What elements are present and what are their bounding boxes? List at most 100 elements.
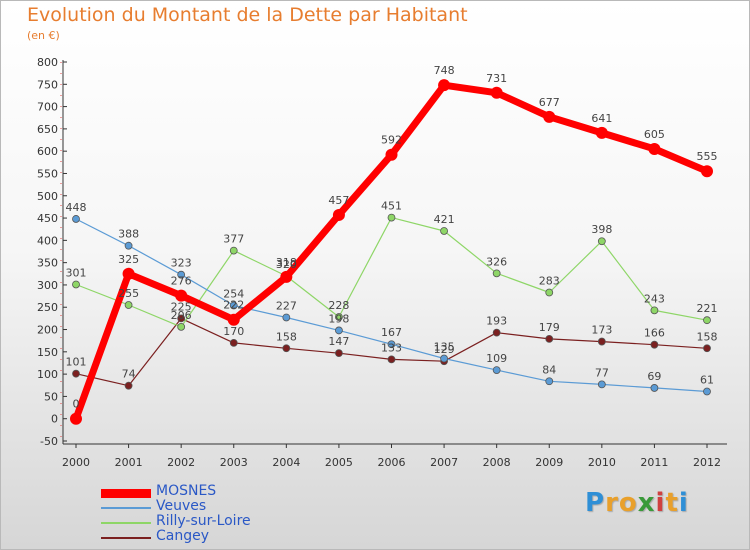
y-tick-label: 700 — [37, 101, 58, 114]
data-point-veuves — [282, 313, 291, 322]
x-tick-label: 2010 — [588, 456, 616, 469]
data-point-rilly-sur-loire — [492, 269, 501, 278]
data-point-rilly-sur-loire — [335, 313, 343, 321]
data-point-cangey — [387, 355, 396, 364]
x-tick-label: 2000 — [62, 456, 90, 469]
data-label-rilly-sur-loire: 320 — [276, 258, 297, 271]
logo-letter: x — [637, 488, 656, 518]
data-label-cangey: 179 — [539, 321, 560, 334]
x-tick-label: 2002 — [167, 456, 195, 469]
data-label-cangey: 170 — [223, 325, 244, 338]
data-label-cangey: 133 — [381, 341, 402, 354]
data-label-veuves: 69 — [647, 370, 661, 383]
legend-swatch-cangey — [101, 537, 151, 539]
data-label-mosnes: 457 — [328, 194, 349, 207]
data-point-veuves — [597, 380, 606, 389]
data-label-mosnes: 731 — [486, 72, 507, 85]
data-point-veuves — [545, 377, 554, 386]
data-point-veuves — [650, 384, 659, 392]
data-label-veuves: 167 — [381, 326, 402, 339]
data-point-mosnes — [490, 86, 503, 99]
data-label-cangey: 74 — [122, 368, 136, 381]
y-tick-label: -50 — [40, 435, 58, 448]
y-tick-label: 250 — [37, 301, 58, 314]
data-point-mosnes — [122, 267, 135, 280]
data-point-rilly-sur-loire — [72, 280, 80, 289]
data-point-mosnes — [648, 142, 661, 155]
data-point-veuves — [229, 301, 238, 310]
data-point-rilly-sur-loire — [440, 227, 448, 235]
data-label-rilly-sur-loire: 377 — [223, 233, 244, 246]
data-label-veuves: 388 — [118, 228, 139, 241]
y-tick-label: 50 — [44, 390, 58, 403]
y-tick-label: 350 — [37, 257, 58, 270]
data-point-cangey — [597, 337, 606, 346]
x-tick-label: 2001 — [115, 456, 143, 469]
data-point-cangey — [492, 328, 501, 337]
x-tick-label: 2011 — [640, 456, 668, 469]
x-tick-label: 2004 — [272, 456, 300, 469]
data-label-cangey: 173 — [591, 324, 612, 337]
legend-label-cangey: Cangey — [156, 528, 210, 544]
data-labels-layer: 101 74 225 170 158 147 133 129 193 179 173 166 158 30… — [66, 64, 718, 411]
data-label-cangey: 158 — [697, 330, 718, 343]
data-point-rilly-sur-loire — [124, 301, 133, 309]
data-label-cangey: 147 — [328, 335, 349, 348]
chart-subtitle: (en €) — [27, 29, 60, 42]
data-label-rilly-sur-loire: 398 — [591, 223, 612, 236]
data-label-veuves: 323 — [171, 257, 192, 270]
data-label-mosnes: 555 — [697, 150, 718, 163]
data-point-rilly-sur-loire — [703, 316, 711, 325]
legend-swatch-rilly-sur-loire — [101, 522, 151, 524]
data-point-rilly-sur-loire — [229, 246, 238, 255]
data-label-veuves: 109 — [486, 352, 507, 365]
legend-label-mosnes: MOSNES — [156, 483, 217, 499]
data-point-mosnes — [332, 208, 345, 221]
data-point-veuves — [335, 326, 343, 335]
data-label-mosnes: 592 — [381, 134, 402, 147]
data-label-veuves: 227 — [276, 299, 297, 312]
data-label-rilly-sur-loire: 283 — [539, 275, 560, 288]
data-point-veuves — [124, 241, 133, 250]
data-point-rilly-sur-loire — [545, 288, 554, 297]
logo-letter: P — [585, 488, 606, 518]
proxiti-logo: Proxiti — [585, 488, 689, 518]
data-label-cangey: 166 — [644, 327, 665, 340]
data-label-rilly-sur-loire: 421 — [434, 213, 455, 226]
data-point-rilly-sur-loire — [387, 213, 396, 222]
data-label-rilly-sur-loire: 301 — [66, 266, 87, 279]
data-point-mosnes — [70, 412, 82, 425]
logo-letter: i — [655, 488, 666, 518]
x-tick-label: 2006 — [378, 456, 406, 469]
x-tick-label: 2009 — [535, 456, 563, 469]
data-label-cangey: 158 — [276, 330, 297, 343]
data-point-cangey — [72, 369, 80, 378]
data-label-mosnes: 641 — [591, 112, 612, 125]
data-point-rilly-sur-loire — [177, 322, 186, 331]
data-point-cangey — [229, 339, 238, 347]
legend-item-cangey: Cangey — [101, 528, 301, 545]
data-label-cangey: 101 — [66, 356, 87, 369]
data-label-rilly-sur-loire: 243 — [644, 292, 665, 305]
data-label-veuves: 135 — [434, 341, 455, 354]
data-point-mosnes — [438, 79, 451, 92]
data-point-veuves — [387, 340, 396, 349]
data-point-rilly-sur-loire — [597, 237, 606, 246]
legend-item-veuves: Veuves — [101, 499, 301, 515]
data-point-veuves — [72, 215, 80, 223]
data-label-rilly-sur-loire: 451 — [381, 200, 402, 213]
data-label-cangey: 225 — [171, 300, 192, 313]
data-point-cangey — [124, 381, 133, 390]
data-label-rilly-sur-loire: 228 — [328, 299, 349, 312]
data-label-rilly-sur-loire: 326 — [486, 255, 507, 268]
data-label-cangey: 193 — [486, 315, 507, 328]
data-point-cangey — [703, 344, 711, 353]
x-tick-label: 2007 — [430, 456, 458, 469]
y-tick-label: 450 — [37, 212, 58, 225]
data-point-mosnes — [175, 289, 188, 302]
data-point-veuves — [492, 366, 501, 375]
y-tick-label: 750 — [37, 78, 58, 91]
data-point-mosnes — [701, 165, 713, 178]
data-label-veuves: 198 — [328, 312, 349, 325]
data-point-veuves — [177, 270, 186, 279]
